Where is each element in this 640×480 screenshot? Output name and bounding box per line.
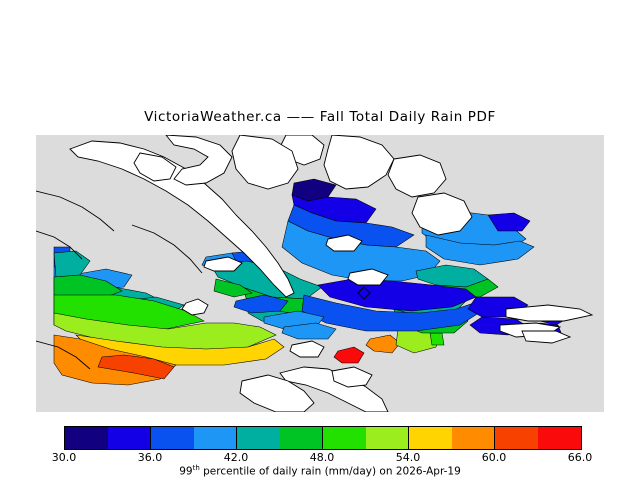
colorbar-label-5: 60.0 bbox=[481, 451, 507, 464]
east-mass-lightblue-2 bbox=[425, 234, 535, 266]
land-mid-notch bbox=[181, 298, 209, 316]
east-strip-blue bbox=[233, 294, 289, 314]
caption-superscript: th bbox=[192, 464, 200, 472]
colorbar-legend: 30.0 36.0 42.0 48.0 54.0 60.0 66.0 99th percen… bbox=[0, 420, 640, 480]
land-nw-island-a bbox=[165, 135, 233, 186]
colorbar-label-4: 54.0 bbox=[395, 451, 421, 464]
station-marker-diamond bbox=[357, 286, 371, 300]
precip-field bbox=[53, 178, 571, 386]
land-north-island-b bbox=[387, 154, 447, 198]
caption-rest: percentile of daily rain (mm/day) on 202… bbox=[199, 465, 461, 478]
colorbar-band-0 bbox=[65, 427, 108, 449]
land-south-arrow bbox=[331, 366, 373, 388]
colorbar-label-2: 42.0 bbox=[223, 451, 249, 464]
coastline-inner bbox=[131, 224, 203, 274]
land-fareast-sliver-a bbox=[505, 304, 594, 322]
colorbar-caption: 99th percentile of daily rain (mm/day) o… bbox=[0, 464, 640, 478]
land-east-small bbox=[289, 340, 325, 358]
central-island-green-2 bbox=[213, 278, 253, 298]
colorbar-band-3 bbox=[194, 427, 237, 449]
colorbar-label-1: 36.0 bbox=[137, 451, 163, 464]
small-island-brightgreen bbox=[429, 332, 445, 346]
colorbar-band-9 bbox=[452, 427, 495, 449]
colorbar-band-7 bbox=[366, 427, 409, 449]
land-fareast-sliver-c bbox=[521, 330, 572, 344]
east-mass-blue bbox=[487, 212, 531, 232]
east-strip-lightblue-2 bbox=[281, 322, 337, 340]
land-in-blue-a bbox=[203, 256, 243, 272]
colorbar-band-10 bbox=[495, 427, 538, 449]
land-in-blue-b bbox=[325, 234, 363, 252]
colorbar-tick-labels: 30.0 36.0 42.0 48.0 54.0 60.0 66.0 bbox=[0, 451, 640, 465]
colorbar-band-6 bbox=[323, 427, 366, 449]
colorbar-gradient[interactable] bbox=[64, 426, 582, 450]
page-title: VictoriaWeather.ca —— Fall Total Daily R… bbox=[144, 109, 496, 125]
land-south-main-b bbox=[239, 374, 315, 412]
coastline-southwest bbox=[36, 340, 91, 370]
land-in-blue-c bbox=[347, 268, 389, 286]
colorbar-band-8 bbox=[409, 427, 452, 449]
colorbar-label-0: 30.0 bbox=[51, 451, 77, 464]
small-island-red bbox=[333, 346, 365, 364]
colorbar-label-3: 48.0 bbox=[309, 451, 335, 464]
land-central-big bbox=[231, 135, 299, 190]
land-north-island-c bbox=[411, 192, 473, 236]
precipitation-map bbox=[36, 135, 594, 412]
caption-prefix: 99 bbox=[179, 465, 193, 478]
coastline-nw bbox=[36, 190, 115, 232]
colorbar-band-11 bbox=[538, 427, 581, 449]
south-island-orangered bbox=[97, 354, 175, 380]
small-island-orange bbox=[365, 334, 401, 354]
land-north-island-a bbox=[323, 135, 395, 190]
land-south-main bbox=[279, 366, 389, 412]
colorbar-band-5 bbox=[280, 427, 323, 449]
colorbar-band-2 bbox=[151, 427, 194, 449]
landmass-layer bbox=[36, 135, 594, 412]
map-panel[interactable] bbox=[36, 135, 604, 412]
colorbar-band-4 bbox=[237, 427, 280, 449]
coastline-west bbox=[36, 230, 83, 260]
land-nw-finger bbox=[133, 152, 177, 182]
colorbar-label-6: 66.0 bbox=[567, 451, 593, 464]
colorbar-band-1 bbox=[108, 427, 151, 449]
